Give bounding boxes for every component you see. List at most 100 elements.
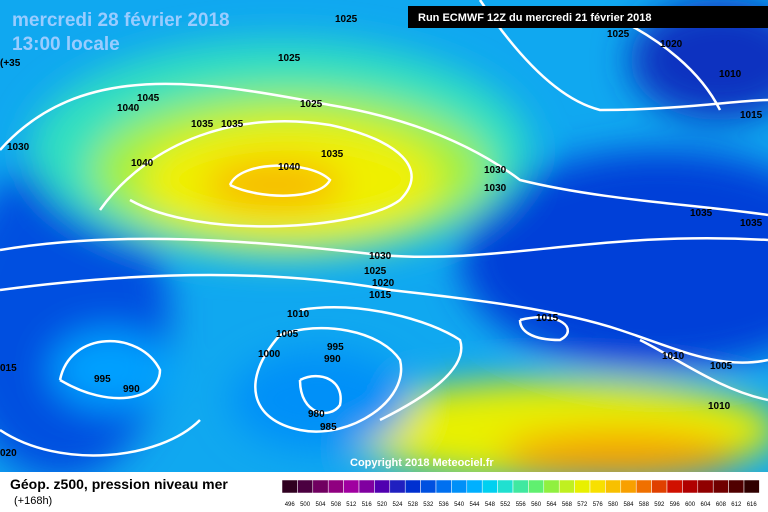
color-value: 564 xyxy=(546,502,557,508)
color-box xyxy=(635,479,652,494)
isobar-label: 1035 xyxy=(221,119,244,130)
isobar-label: 1035 xyxy=(690,208,713,219)
color-value: 612 xyxy=(731,502,742,508)
color-value: 508 xyxy=(331,502,342,508)
color-box xyxy=(327,479,344,494)
isobar-label: 1010 xyxy=(708,401,731,412)
color-value: 604 xyxy=(700,502,711,508)
color-box xyxy=(512,479,529,494)
isobar-label: 985 xyxy=(320,422,337,433)
isobar-label: 1010 xyxy=(719,69,742,80)
isobar-label: 990 xyxy=(123,384,140,395)
color-box xyxy=(297,479,314,494)
color-box xyxy=(651,479,668,494)
color-box xyxy=(605,479,622,494)
isobar-label: 1030 xyxy=(484,165,507,176)
color-value: 616 xyxy=(747,502,758,508)
color-value: 532 xyxy=(423,502,434,508)
color-box xyxy=(435,479,452,494)
isobar-label: 1045 xyxy=(137,93,160,104)
color-box xyxy=(620,479,637,494)
isobar-label: 995 xyxy=(94,374,111,385)
color-box xyxy=(281,479,298,494)
isobar-label: 015 xyxy=(0,363,17,374)
color-value: 520 xyxy=(377,502,388,508)
isobar-label: 1040 xyxy=(131,158,154,169)
isobar-label: 1015 xyxy=(536,313,559,324)
color-box xyxy=(497,479,514,494)
color-box xyxy=(697,479,714,494)
color-value: 580 xyxy=(608,502,619,508)
color-value: 592 xyxy=(654,502,665,508)
isobar-label: 1010 xyxy=(662,351,685,362)
isobar-label: 980 xyxy=(308,409,325,420)
color-box xyxy=(374,479,391,494)
color-value: 576 xyxy=(593,502,604,508)
isobar-label: 1025 xyxy=(278,53,301,64)
time-label: 13:00 locale xyxy=(12,34,120,55)
color-box xyxy=(343,479,360,494)
isobar-label: 1035 xyxy=(191,119,214,130)
isobar-label: 1020 xyxy=(372,278,395,289)
lead-cut: (+35 xyxy=(0,58,21,69)
color-box xyxy=(558,479,575,494)
color-box xyxy=(574,479,591,494)
isobar-label: 1025 xyxy=(364,266,387,277)
color-value: 536 xyxy=(439,502,450,508)
isobar-label: 1020 xyxy=(660,39,683,50)
isobar-label: 1000 xyxy=(258,349,281,360)
color-value: 596 xyxy=(670,502,681,508)
isobar-label: 1040 xyxy=(278,162,301,173)
isobar-label: 1035 xyxy=(321,149,344,160)
copyright: Copyright 2018 Meteociel.fr xyxy=(350,457,494,469)
color-box xyxy=(451,479,468,494)
color-box xyxy=(528,479,545,494)
isobar-label: 1015 xyxy=(740,110,763,121)
run-box xyxy=(408,6,768,28)
color-value: 600 xyxy=(685,502,696,508)
height-field xyxy=(0,0,768,480)
color-value: 584 xyxy=(623,502,634,508)
isobar-label: 1015 xyxy=(369,290,392,301)
isobar-label: 1025 xyxy=(335,14,358,25)
color-value: 540 xyxy=(454,502,465,508)
isobar-label: 995 xyxy=(327,342,344,353)
isobar-label: 1025 xyxy=(300,99,323,110)
color-box xyxy=(728,479,745,494)
color-box xyxy=(389,479,406,494)
isobar-label: 1030 xyxy=(484,183,507,194)
color-box xyxy=(666,479,683,494)
color-value: 588 xyxy=(639,502,650,508)
isobar-label: 1030 xyxy=(7,142,30,153)
color-box xyxy=(743,479,760,494)
isobar-label: 020 xyxy=(0,448,17,459)
isobar-label: 1040 xyxy=(117,103,140,114)
color-box xyxy=(682,479,699,494)
color-box xyxy=(481,479,498,494)
footer-lead: (+168h) xyxy=(14,495,52,507)
isobar-label: 1035 xyxy=(740,218,763,229)
color-value: 500 xyxy=(300,502,311,508)
color-box xyxy=(420,479,437,494)
color-box xyxy=(543,479,560,494)
run-label: Run ECMWF 12Z du mercredi 21 février 201… xyxy=(418,12,652,24)
isobar-lines xyxy=(0,0,768,457)
colorbar: 496 500 504 508 512 516 520 524 528 532 536 540 544 5… xyxy=(281,479,760,508)
color-value: 524 xyxy=(392,502,403,508)
color-box xyxy=(712,479,729,494)
color-value: 528 xyxy=(408,502,419,508)
color-value: 504 xyxy=(315,502,326,508)
color-value: 608 xyxy=(716,502,727,508)
isobar-label: 990 xyxy=(324,354,341,365)
isobar-label: 1025 xyxy=(607,29,630,40)
isobar-label: 1005 xyxy=(276,329,299,340)
isobar-label: 1005 xyxy=(710,361,733,372)
color-value: 516 xyxy=(362,502,373,508)
color-value: 548 xyxy=(485,502,496,508)
color-box xyxy=(404,479,421,494)
color-value: 544 xyxy=(469,502,480,508)
color-value: 552 xyxy=(500,502,511,508)
